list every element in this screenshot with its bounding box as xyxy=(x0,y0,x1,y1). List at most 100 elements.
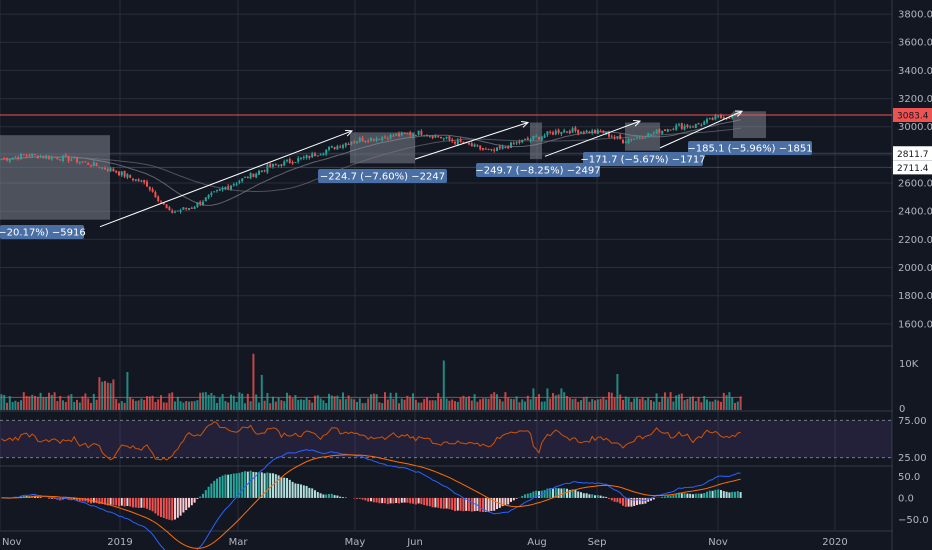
candle[interactable] xyxy=(655,129,658,134)
candle[interactable] xyxy=(336,146,339,150)
candle[interactable] xyxy=(216,190,218,192)
measurement-box[interactable] xyxy=(0,135,110,220)
candle[interactable] xyxy=(112,168,115,172)
candle[interactable] xyxy=(683,125,686,130)
candle[interactable] xyxy=(190,207,193,209)
candle[interactable] xyxy=(675,125,678,130)
candle[interactable] xyxy=(174,211,176,213)
candle[interactable] xyxy=(179,210,182,212)
candle[interactable] xyxy=(202,201,204,205)
candle[interactable] xyxy=(532,136,535,140)
candle[interactable] xyxy=(633,138,636,140)
candle[interactable] xyxy=(64,154,67,156)
candle[interactable] xyxy=(392,135,395,137)
candle[interactable] xyxy=(171,210,174,213)
candle[interactable] xyxy=(692,126,694,128)
candle[interactable] xyxy=(291,161,294,164)
candle[interactable] xyxy=(473,144,476,147)
candle[interactable] xyxy=(288,159,291,163)
candle[interactable] xyxy=(515,142,518,144)
candle[interactable] xyxy=(120,171,123,176)
candle[interactable] xyxy=(182,207,185,210)
candle[interactable] xyxy=(538,136,540,140)
candle[interactable] xyxy=(426,135,428,137)
candle[interactable] xyxy=(526,137,529,140)
candle[interactable] xyxy=(260,170,263,173)
candle[interactable] xyxy=(294,162,297,164)
candle[interactable] xyxy=(454,142,456,144)
candle[interactable] xyxy=(53,156,56,158)
candle[interactable] xyxy=(59,159,62,161)
candle[interactable] xyxy=(512,143,515,145)
candle[interactable] xyxy=(420,131,423,135)
candle[interactable] xyxy=(199,201,202,205)
candle[interactable] xyxy=(134,179,137,181)
candle[interactable] xyxy=(151,189,154,192)
candle[interactable] xyxy=(258,171,260,175)
candle[interactable] xyxy=(445,136,448,139)
candle[interactable] xyxy=(81,161,84,163)
candle[interactable] xyxy=(132,178,134,181)
candle[interactable] xyxy=(314,153,316,157)
candle[interactable] xyxy=(154,192,157,198)
candle[interactable] xyxy=(487,148,490,150)
candle[interactable] xyxy=(143,179,146,183)
candle[interactable] xyxy=(42,155,45,158)
candle[interactable] xyxy=(210,192,213,195)
candle[interactable] xyxy=(297,158,300,162)
candle[interactable] xyxy=(45,155,48,159)
candle[interactable] xyxy=(333,147,336,150)
candle[interactable] xyxy=(728,117,731,119)
candle[interactable] xyxy=(504,146,507,148)
candle[interactable] xyxy=(395,134,398,136)
candle[interactable] xyxy=(622,139,624,144)
candle[interactable] xyxy=(350,141,353,145)
candle[interactable] xyxy=(50,156,53,160)
candle[interactable] xyxy=(585,130,588,133)
candle[interactable] xyxy=(146,181,148,187)
candle[interactable] xyxy=(720,114,722,118)
candle[interactable] xyxy=(126,174,129,178)
candle[interactable] xyxy=(619,135,622,140)
candle[interactable] xyxy=(434,135,437,138)
candle[interactable] xyxy=(717,116,720,118)
candle[interactable] xyxy=(680,123,683,129)
candle[interactable] xyxy=(123,171,126,177)
candle[interactable] xyxy=(227,186,230,189)
candle[interactable] xyxy=(669,129,672,131)
candle[interactable] xyxy=(580,131,582,134)
candle[interactable] xyxy=(501,146,504,149)
candle[interactable] xyxy=(386,138,389,140)
candle[interactable] xyxy=(246,176,249,179)
candle[interactable] xyxy=(104,167,106,170)
candle[interactable] xyxy=(490,149,493,151)
candle[interactable] xyxy=(448,136,451,140)
candle[interactable] xyxy=(109,168,112,172)
candle[interactable] xyxy=(552,132,554,135)
candle[interactable] xyxy=(87,162,90,165)
price-pane[interactable]: −20.17%) −5916 −224.7 (−7.60%) −2247 −249.… xyxy=(0,110,892,239)
candle[interactable] xyxy=(185,208,188,210)
candle[interactable] xyxy=(630,138,633,141)
candle[interactable] xyxy=(546,131,549,135)
candle[interactable] xyxy=(529,139,532,142)
candle[interactable] xyxy=(361,137,364,142)
candle[interactable] xyxy=(400,132,403,136)
candle[interactable] xyxy=(549,131,552,133)
candle[interactable] xyxy=(364,140,367,142)
candle[interactable] xyxy=(577,129,580,134)
candle[interactable] xyxy=(73,157,76,159)
candle[interactable] xyxy=(230,185,232,190)
candle[interactable] xyxy=(20,154,22,159)
candle[interactable] xyxy=(330,146,333,148)
candle[interactable] xyxy=(6,157,8,161)
candle[interactable] xyxy=(196,202,199,207)
candle[interactable] xyxy=(277,164,280,166)
candle[interactable] xyxy=(283,161,286,166)
candle[interactable] xyxy=(641,137,644,139)
candle[interactable] xyxy=(714,115,717,120)
candle[interactable] xyxy=(129,175,132,178)
candle[interactable] xyxy=(568,130,571,134)
candle[interactable] xyxy=(608,132,610,137)
candle[interactable] xyxy=(370,137,372,141)
